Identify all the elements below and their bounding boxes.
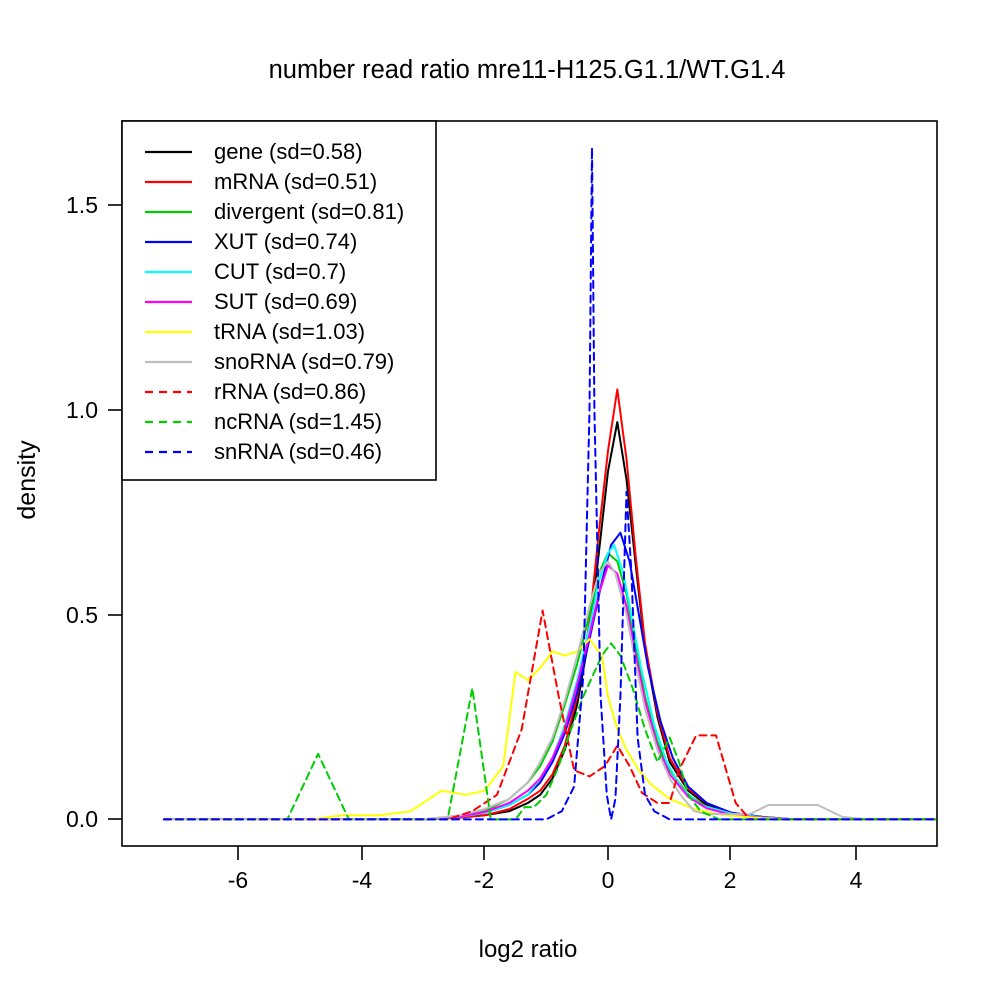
svg-text:mRNA (sd=0.51): mRNA (sd=0.51) (214, 169, 377, 194)
svg-text:rRNA (sd=0.86): rRNA (sd=0.86) (214, 379, 366, 404)
svg-text:snRNA (sd=0.46): snRNA (sd=0.46) (214, 439, 382, 464)
svg-text:0.0: 0.0 (66, 806, 98, 832)
svg-text:gene (sd=0.58): gene (sd=0.58) (214, 139, 363, 164)
svg-text:ncRNA (sd=1.45): ncRNA (sd=1.45) (214, 409, 382, 434)
svg-text:divergent (sd=0.81): divergent (sd=0.81) (214, 199, 404, 224)
svg-text:tRNA (sd=1.03): tRNA (sd=1.03) (214, 319, 365, 344)
svg-text:2: 2 (724, 867, 737, 893)
svg-text:1.0: 1.0 (66, 397, 98, 423)
svg-text:0.5: 0.5 (66, 602, 98, 628)
svg-text:snoRNA (sd=0.79): snoRNA (sd=0.79) (214, 349, 394, 374)
svg-text:0: 0 (602, 867, 615, 893)
svg-text:4: 4 (850, 867, 863, 893)
svg-text:1.5: 1.5 (66, 192, 98, 218)
svg-text:-2: -2 (474, 867, 494, 893)
svg-text:density: density (13, 440, 41, 520)
svg-text:-6: -6 (228, 867, 248, 893)
svg-text:CUT (sd=0.7): CUT (sd=0.7) (214, 259, 346, 284)
svg-text:SUT (sd=0.69): SUT (sd=0.69) (214, 289, 357, 314)
svg-text:XUT (sd=0.74): XUT (sd=0.74) (214, 229, 357, 254)
svg-text:-4: -4 (352, 867, 373, 893)
